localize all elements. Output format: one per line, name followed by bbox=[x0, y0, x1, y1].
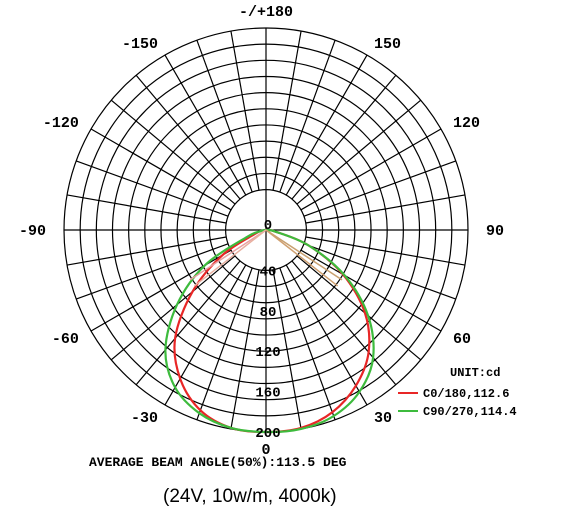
series-point bbox=[333, 415, 335, 417]
series-point bbox=[344, 274, 346, 277]
series-point bbox=[198, 412, 200, 414]
beam-angle-caption: AVERAGE BEAM ANGLE(50%):113.5 DEG bbox=[89, 455, 347, 470]
grid-spoke bbox=[196, 267, 253, 421]
angle-label: 60 bbox=[453, 331, 471, 348]
angle-label: -/+180 bbox=[239, 4, 293, 21]
grid-spoke bbox=[303, 243, 457, 300]
series-point bbox=[221, 254, 223, 256]
grid-spoke bbox=[135, 260, 241, 386]
series-point bbox=[367, 315, 369, 317]
grid-spoke bbox=[300, 128, 442, 211]
grid-spoke bbox=[230, 269, 260, 430]
grid-spoke bbox=[230, 30, 260, 191]
labels: -/+180 -150 150 -120 120 -90 90 -60 60 -30 30 0 0 40 8… bbox=[19, 4, 504, 459]
grid-spoke bbox=[305, 194, 466, 224]
series-point bbox=[191, 291, 194, 293]
legend: UNIT:cd C0/180,112.6 C90/270,114.4 bbox=[398, 366, 517, 419]
series-point bbox=[199, 409, 201, 411]
beam-guide-line bbox=[189, 229, 267, 281]
angle-label: 150 bbox=[374, 36, 401, 53]
series-point bbox=[355, 385, 357, 387]
series-point bbox=[176, 304, 178, 306]
legend-entry-c0: C0/180,112.6 bbox=[423, 387, 509, 401]
grid-spoke bbox=[196, 39, 253, 193]
series-point bbox=[331, 411, 333, 413]
legend-entry-c90: C90/270,114.4 bbox=[423, 405, 517, 419]
grid-spoke bbox=[285, 264, 368, 406]
polar-grid bbox=[63, 27, 469, 433]
angle-label: -150 bbox=[122, 36, 158, 53]
series-point bbox=[275, 231, 277, 233]
curves bbox=[164, 228, 375, 434]
grid-spoke bbox=[66, 236, 227, 266]
grid-spoke bbox=[135, 74, 241, 200]
grid-spoke bbox=[272, 269, 302, 430]
radial-tick-label: 160 bbox=[255, 386, 280, 402]
series-point bbox=[300, 428, 302, 430]
series-point bbox=[358, 391, 361, 393]
grid-spoke bbox=[164, 264, 247, 406]
series-point bbox=[204, 264, 206, 266]
angle-label: -30 bbox=[131, 410, 158, 427]
grid-spoke bbox=[296, 255, 422, 361]
beam-guide-line bbox=[193, 229, 267, 287]
series-point bbox=[179, 378, 181, 380]
angle-label: -120 bbox=[43, 115, 79, 132]
chart-subtitle: (24V, 10w/m, 4000k) bbox=[163, 486, 337, 507]
grid-spoke bbox=[291, 74, 397, 200]
radial-tick-label: 40 bbox=[260, 264, 277, 280]
angle-label: 120 bbox=[453, 115, 480, 132]
grid-spoke bbox=[110, 99, 236, 205]
angle-label: 90 bbox=[486, 223, 504, 240]
grid-spoke bbox=[90, 128, 232, 211]
grid-spoke bbox=[300, 249, 442, 332]
series-point bbox=[174, 337, 176, 339]
grid-spoke bbox=[303, 160, 457, 217]
angle-label: 0 bbox=[261, 442, 270, 459]
series-point bbox=[230, 427, 232, 429]
grid-spoke bbox=[75, 243, 229, 300]
grid-spoke bbox=[66, 194, 227, 224]
grid-spoke bbox=[279, 267, 336, 421]
grid-spoke bbox=[279, 39, 336, 193]
series-point bbox=[246, 236, 248, 238]
radial-tick-label: 0 bbox=[264, 218, 272, 234]
radial-tick-label: 80 bbox=[260, 305, 277, 321]
angle-label: 30 bbox=[374, 410, 392, 427]
grid-spoke bbox=[110, 255, 236, 361]
series-point bbox=[164, 349, 166, 351]
grid-spoke bbox=[305, 236, 466, 266]
grid-spoke bbox=[75, 160, 229, 217]
grid-spoke bbox=[272, 30, 302, 191]
beam-guide-line bbox=[265, 229, 339, 287]
grid-spoke bbox=[296, 99, 422, 205]
beam-guide-line bbox=[265, 229, 343, 281]
grid-spoke bbox=[285, 54, 368, 196]
series-point bbox=[372, 357, 374, 359]
radial-tick-label: 120 bbox=[255, 345, 280, 361]
series-point bbox=[364, 312, 366, 314]
series-point bbox=[174, 386, 176, 389]
series-point bbox=[367, 351, 370, 353]
angle-label: -90 bbox=[19, 223, 46, 240]
angle-label: -60 bbox=[52, 331, 79, 348]
radial-tick-label: 200 bbox=[255, 426, 280, 442]
series-point bbox=[308, 244, 310, 247]
grid-spoke bbox=[291, 260, 397, 386]
grid-spoke bbox=[164, 54, 247, 196]
legend-title: UNIT:cd bbox=[450, 366, 500, 380]
series-point bbox=[261, 230, 263, 232]
series-point bbox=[265, 431, 267, 433]
